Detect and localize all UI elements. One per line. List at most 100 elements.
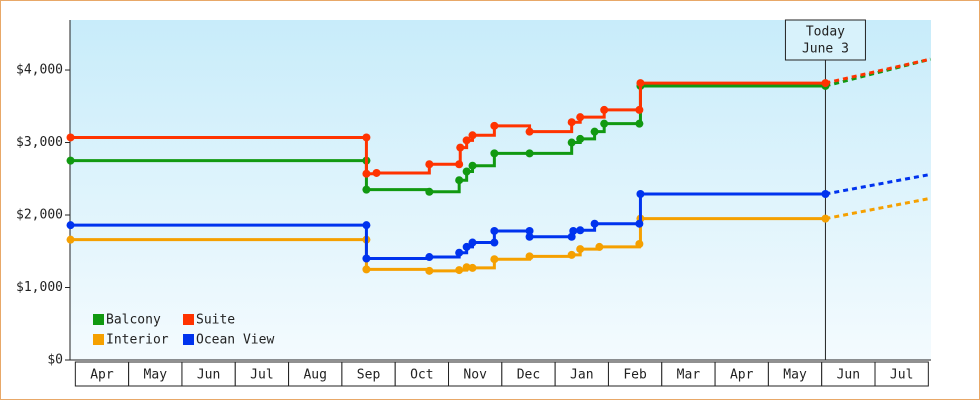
today-box [784, 19, 866, 61]
x-tick-cell [661, 361, 716, 387]
point [468, 131, 477, 140]
point [525, 232, 534, 241]
point [490, 226, 499, 235]
x-tick-cell [714, 361, 769, 387]
x-tick-cell [448, 361, 503, 387]
legend-label: Ocean View [196, 333, 274, 348]
today-label: Today [806, 25, 845, 40]
point [362, 221, 371, 230]
today-label: June 3 [802, 42, 849, 57]
plot-area [70, 20, 931, 360]
legend-swatch [183, 334, 194, 345]
x-tick-label: Sep [357, 368, 381, 383]
point [821, 189, 830, 198]
point [490, 121, 499, 130]
x-tick-label: Dec [517, 368, 540, 383]
point [576, 113, 585, 122]
point [462, 136, 471, 145]
point [362, 185, 371, 194]
point [576, 245, 585, 254]
point [576, 134, 585, 143]
x-tick-cell [128, 361, 183, 387]
x-tick-label: Nov [463, 368, 487, 383]
point [362, 169, 371, 178]
y-tick-label: $3,000 [16, 135, 63, 150]
point [821, 79, 830, 88]
point [362, 265, 371, 274]
point [372, 168, 381, 177]
point [635, 105, 644, 114]
point [590, 127, 599, 136]
point [567, 138, 576, 147]
legend-label: Balcony [106, 313, 161, 328]
x-tick-cell [181, 361, 236, 387]
x-tick-cell [234, 361, 290, 387]
point [569, 226, 578, 235]
point [66, 156, 75, 165]
x-tick-label: Jun [197, 368, 220, 383]
point [567, 250, 576, 259]
point [425, 253, 434, 262]
point [525, 252, 534, 261]
x-tick-label: Oct [410, 368, 433, 383]
x-tick-label: Jul [890, 368, 913, 383]
point [636, 79, 645, 88]
point [576, 226, 585, 235]
point [462, 263, 471, 272]
point [490, 238, 499, 247]
x-tick-cell [874, 361, 929, 387]
y-tick-label: $0 [47, 353, 63, 368]
point [456, 143, 465, 152]
x-tick-label: Mar [677, 368, 701, 383]
point [635, 119, 644, 128]
point [425, 266, 434, 275]
point [468, 161, 477, 170]
point [455, 176, 464, 185]
point [525, 127, 534, 136]
point [468, 263, 477, 272]
y-tick-label: $2,000 [16, 208, 63, 223]
point [362, 133, 371, 142]
x-tick-label: Jul [250, 368, 273, 383]
point [567, 118, 576, 127]
legend-swatch [183, 314, 194, 325]
point [66, 133, 75, 142]
x-tick-cell [821, 361, 876, 387]
point [455, 248, 464, 257]
x-tick-label: Aug [303, 368, 326, 383]
point [636, 189, 645, 198]
point [525, 149, 534, 158]
point [490, 149, 499, 158]
point [462, 167, 471, 176]
legend-label: Interior [106, 333, 169, 348]
point [425, 160, 434, 169]
point [455, 266, 464, 275]
x-tick-label: Jun [837, 368, 860, 383]
forecast-line [825, 57, 931, 88]
y-tick-label: $1,000 [16, 280, 63, 295]
point [595, 242, 604, 251]
legend-label: Suite [196, 313, 235, 328]
x-tick-label: Apr [730, 368, 754, 383]
point [600, 105, 609, 114]
x-tick-cell [74, 361, 130, 387]
point [66, 235, 75, 244]
point [600, 119, 609, 128]
legend-swatch [93, 314, 104, 325]
point [635, 240, 644, 249]
point [455, 160, 464, 169]
x-tick-label: May [144, 368, 168, 383]
point [462, 242, 471, 251]
y-tick-label: $4,000 [16, 63, 63, 78]
x-tick-cell [288, 361, 343, 387]
x-tick-cell [554, 361, 609, 387]
x-tick-label: Jan [570, 368, 593, 383]
x-tick-label: May [783, 368, 807, 383]
x-tick-label: Feb [623, 368, 647, 383]
point [635, 219, 644, 228]
point [525, 226, 534, 235]
point [66, 221, 75, 230]
series-line [70, 217, 826, 273]
point [490, 255, 499, 264]
legend-swatch [93, 334, 104, 345]
